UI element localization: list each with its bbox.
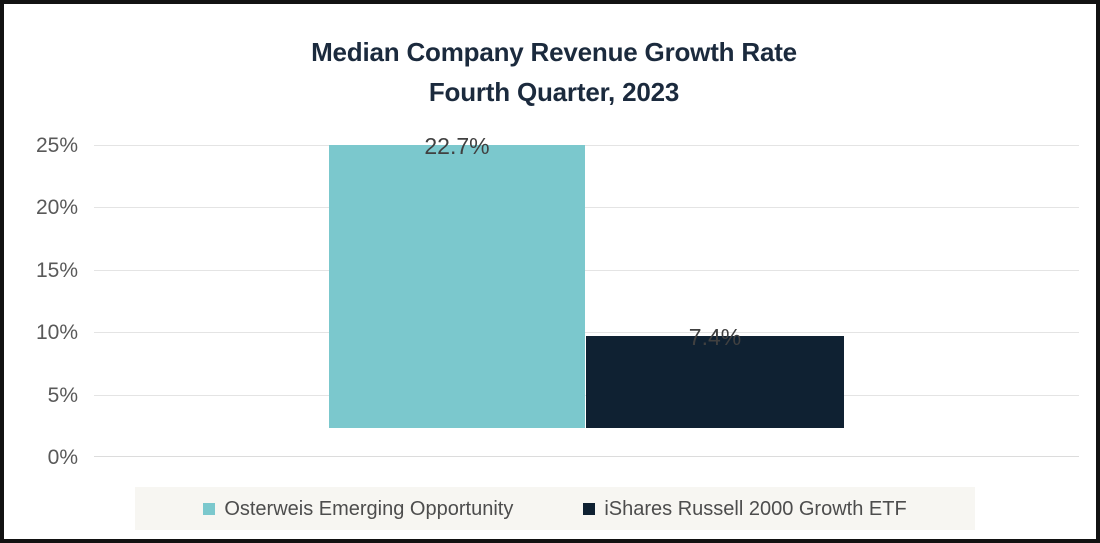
data-label-ishares: 7.4% [688, 324, 742, 350]
legend-label-osterweis: Osterweis Emerging Opportunity [224, 497, 514, 520]
y-axis-tick-10: 10% [35, 321, 78, 344]
y-axis-tick-5: 5% [47, 384, 78, 407]
bar-osterweis-emerging-opportunity[interactable] [329, 145, 585, 428]
y-axis-tick-25: 25% [35, 134, 78, 157]
data-label-osterweis: 22.7% [424, 133, 490, 159]
y-axis-tick-0: 0% [47, 446, 78, 469]
gridline-15 [94, 270, 1079, 271]
chart-legend: Osterweis Emerging Opportunity iShares R… [135, 487, 975, 530]
y-axis: 25% 20% 15% 10% 5% 0% [4, 4, 78, 539]
y-axis-tick-15: 15% [35, 259, 78, 282]
y-axis-tick-20: 20% [35, 196, 78, 219]
legend-item-ishares[interactable]: iShares Russell 2000 Growth ETF [583, 497, 907, 520]
gridline-0-baseline [94, 456, 1079, 457]
bar-ishares-russell-2000-growth-etf[interactable] [586, 336, 844, 428]
legend-label-ishares: iShares Russell 2000 Growth ETF [604, 497, 907, 520]
chart-title: Median Company Revenue Growth Rate Fourt… [4, 32, 1096, 112]
gridline-25 [94, 145, 1079, 146]
plot-area [94, 145, 1079, 457]
chart-title-line-1: Median Company Revenue Growth Rate [311, 37, 797, 67]
gridline-10 [94, 332, 1079, 333]
chart-title-line-2: Fourth Quarter, 2023 [428, 77, 680, 107]
legend-swatch-icon-navy [583, 502, 596, 515]
legend-swatch-icon-teal [203, 502, 216, 515]
legend-item-osterweis[interactable]: Osterweis Emerging Opportunity [203, 499, 513, 519]
gridline-20 [94, 207, 1079, 208]
